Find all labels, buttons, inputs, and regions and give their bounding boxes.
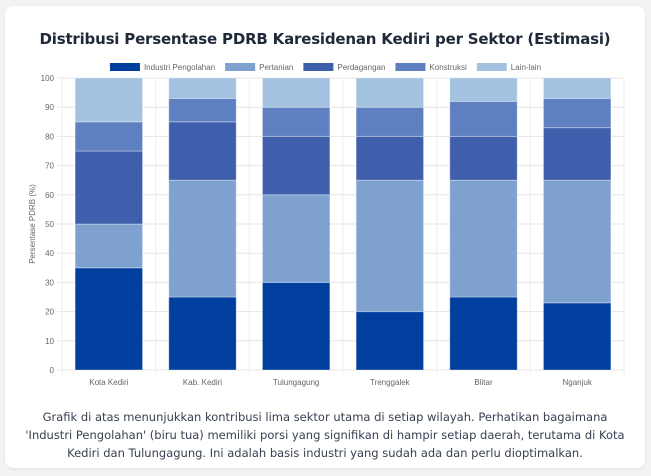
chart-title: Distribusi Persentase PDRB Karesidenan K… <box>39 30 611 48</box>
bar-segment <box>542 302 612 371</box>
legend: Industri Pengolahan Pertanian Perdagangan K… <box>109 63 541 72</box>
y-tick-label: 100 <box>41 74 55 83</box>
y-tick-label: 90 <box>45 103 54 112</box>
y-tick-label: 50 <box>45 220 54 229</box>
legend-label: Lain-lain <box>511 63 541 72</box>
bar-segment <box>168 77 237 99</box>
bar-segment <box>542 127 612 181</box>
bar-segment <box>74 150 144 225</box>
bar-segment <box>449 296 518 371</box>
y-tick-label: 0 <box>50 366 55 375</box>
bar-segment <box>261 77 331 108</box>
y-tick-label: 40 <box>45 249 54 258</box>
legend-label: Industri Pengolahan <box>144 63 215 72</box>
y-tick-label: 30 <box>45 278 54 287</box>
bar-segment <box>261 135 331 196</box>
bar-segment <box>261 281 331 371</box>
chart-caption: Grafik di atas menunjukkan kontribusi li… <box>25 410 625 460</box>
bar-segment <box>449 135 518 181</box>
bar-segment <box>449 100 518 137</box>
y-tick-label: 80 <box>45 132 54 141</box>
x-tick-label: Kota Kediri <box>89 378 128 387</box>
legend-label: Pertanian <box>259 63 293 72</box>
y-axis-title: Persentase PDRB (%) <box>28 184 37 264</box>
bar-segment <box>74 223 144 269</box>
x-tick-label: Trenggalek <box>370 378 411 387</box>
bar-segment <box>261 106 331 137</box>
y-axis-ticks: 0 10 20 30 40 50 60 70 80 90 100 <box>41 74 55 375</box>
legend-label: Konstruksi <box>429 63 467 72</box>
bar-segment <box>261 194 331 283</box>
bar-segment <box>168 97 237 123</box>
legend-swatch <box>225 63 256 71</box>
bar-segment <box>74 267 144 371</box>
legend-swatch <box>395 63 426 71</box>
bar-segment <box>355 77 425 108</box>
x-tick-label: Tulungagung <box>273 378 319 387</box>
x-tick-label: Blitar <box>474 378 493 387</box>
legend-swatch <box>476 63 507 71</box>
bar-segment <box>355 106 425 137</box>
bar-segment <box>74 121 144 152</box>
x-axis-ticks: Kota Kediri Kab. Kediri Tulungagung Trengga… <box>89 378 593 387</box>
y-tick-label: 10 <box>45 337 54 346</box>
bar-segment <box>542 97 612 129</box>
y-tick-label: 60 <box>45 191 54 200</box>
x-tick-label: Kab. Kediri <box>183 378 222 387</box>
legend-swatch <box>303 63 334 71</box>
gridlines <box>57 77 625 375</box>
y-tick-label: 70 <box>45 162 54 171</box>
bar-segment <box>74 77 144 123</box>
bar-segment <box>449 179 518 298</box>
bar-segment <box>168 121 237 181</box>
x-tick-label: Nganjuk <box>562 378 592 387</box>
legend-label: Perdagangan <box>337 63 385 72</box>
bars <box>74 77 612 371</box>
bar-segment <box>355 135 425 181</box>
bar-segment <box>542 77 612 99</box>
bar-segment <box>355 311 425 371</box>
bar-segment <box>542 179 612 304</box>
legend-swatch <box>109 63 140 71</box>
bar-segment <box>168 179 237 298</box>
bar-segment <box>355 179 425 313</box>
bar-segment <box>168 296 237 371</box>
bar-segment <box>449 77 518 102</box>
y-tick-label: 20 <box>45 308 54 317</box>
